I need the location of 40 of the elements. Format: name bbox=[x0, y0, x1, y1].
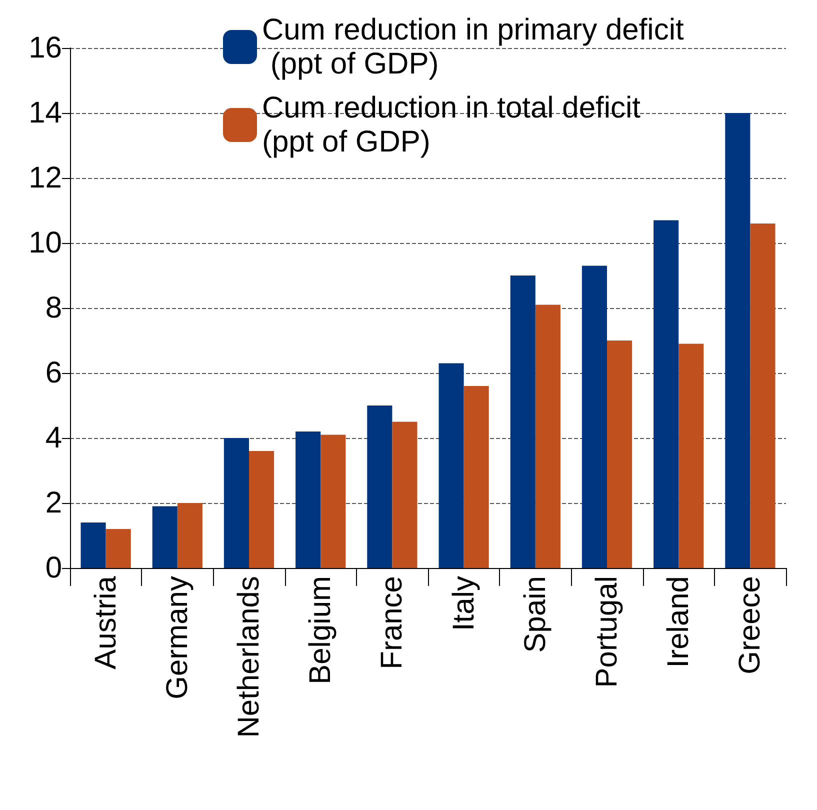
bar bbox=[582, 266, 607, 568]
bar bbox=[510, 276, 536, 568]
y-tick-label: 4 bbox=[45, 422, 62, 454]
legend-label: Cum reduction in primary deficit (ppt of GDP) bbox=[262, 14, 684, 80]
bar bbox=[296, 432, 321, 568]
bar bbox=[177, 503, 202, 568]
bar bbox=[80, 522, 106, 568]
y-tick-label: 2 bbox=[45, 486, 62, 520]
bar bbox=[367, 406, 392, 568]
bar bbox=[535, 304, 560, 568]
bar bbox=[464, 386, 489, 568]
bar bbox=[438, 363, 464, 568]
x-tick-label: Italy bbox=[447, 576, 480, 632]
x-tick-label: Ireland bbox=[662, 576, 696, 668]
y-tick-label: 12 bbox=[28, 162, 62, 194]
bar bbox=[725, 113, 750, 568]
y-tick-label: 8 bbox=[45, 292, 62, 324]
x-tick-label: France bbox=[376, 576, 409, 670]
x-tick-label: Greece bbox=[734, 576, 767, 674]
bar bbox=[392, 422, 418, 568]
x-tick-label: Netherlands bbox=[232, 576, 266, 738]
y-tick-label: 14 bbox=[28, 96, 62, 130]
bar bbox=[224, 438, 249, 568]
y-tick-label: 16 bbox=[28, 32, 62, 64]
bar bbox=[249, 451, 274, 568]
x-tick-label: Germany bbox=[160, 576, 194, 700]
bar bbox=[152, 506, 178, 568]
y-tick-label: 10 bbox=[28, 226, 62, 260]
y-tick-label: 0 bbox=[45, 552, 62, 584]
y-tick-label: 6 bbox=[45, 356, 62, 390]
bar bbox=[320, 434, 346, 568]
bar bbox=[750, 224, 776, 568]
x-tick-label: Belgium bbox=[304, 576, 338, 684]
bar bbox=[607, 340, 632, 568]
x-tick-label: Portugal bbox=[590, 576, 624, 688]
bar bbox=[106, 529, 131, 568]
bar bbox=[654, 220, 679, 568]
x-tick-label: Spain bbox=[518, 576, 552, 653]
x-tick-label: Austria bbox=[89, 576, 122, 670]
bar bbox=[678, 344, 704, 568]
